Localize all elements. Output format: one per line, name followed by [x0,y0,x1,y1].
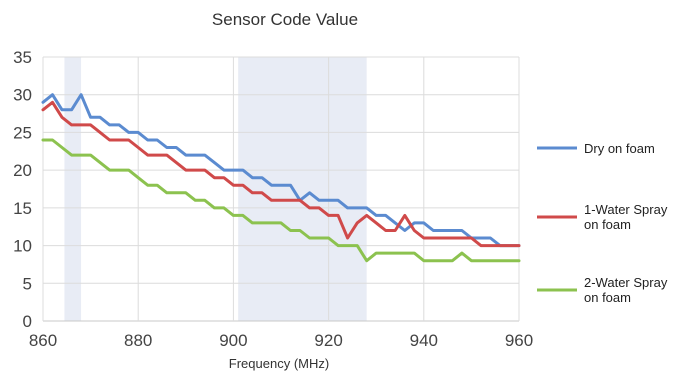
highlight-bands [64,57,367,321]
legend-label-line: on foam [584,217,631,232]
legend-label-2: 2-Water Spray on foam [584,275,668,305]
series-line-1 [41,100,521,248]
legend-label-line: 2-Water Spray [584,275,668,290]
y-tick-label-25: 25 [13,123,32,142]
legend-label-line: 1-Water Spray [584,202,668,217]
x-axis-ticks: 860 880 900 920 940 960 [29,331,533,350]
y-tick-label-10: 10 [13,237,32,256]
x-tick-label-860: 860 [29,331,57,350]
y-tick-label-30: 30 [13,86,32,105]
y-tick-label-15: 15 [13,199,32,218]
legend-label-line: on foam [584,290,631,305]
highlight-band-1 [238,57,367,321]
x-tick-label-960: 960 [505,331,533,350]
y-tick-label-0: 0 [23,312,32,331]
legend-label-0: Dry on foam [584,141,655,156]
legend-label-line: Dry on foam [584,141,655,156]
y-tick-label-20: 20 [13,161,32,180]
x-tick-label-940: 940 [410,331,438,350]
y-tick-label-35: 35 [13,48,32,67]
series-line-0 [41,93,521,248]
x-tick-label-880: 880 [124,331,152,350]
x-tick-label-920: 920 [314,331,342,350]
x-tick-label-900: 900 [219,331,247,350]
y-axis-ticks: 0 5 10 15 20 25 30 35 [13,48,32,331]
y-tick-label-5: 5 [23,274,32,293]
chart-title: Sensor Code Value [212,10,358,29]
series-line-2 [41,138,521,263]
grid-lines [42,56,520,322]
series-lines [41,93,521,263]
legend-label-1: 1-Water Spray on foam [584,202,668,232]
x-axis-label: Frequency (MHz) [229,356,329,371]
